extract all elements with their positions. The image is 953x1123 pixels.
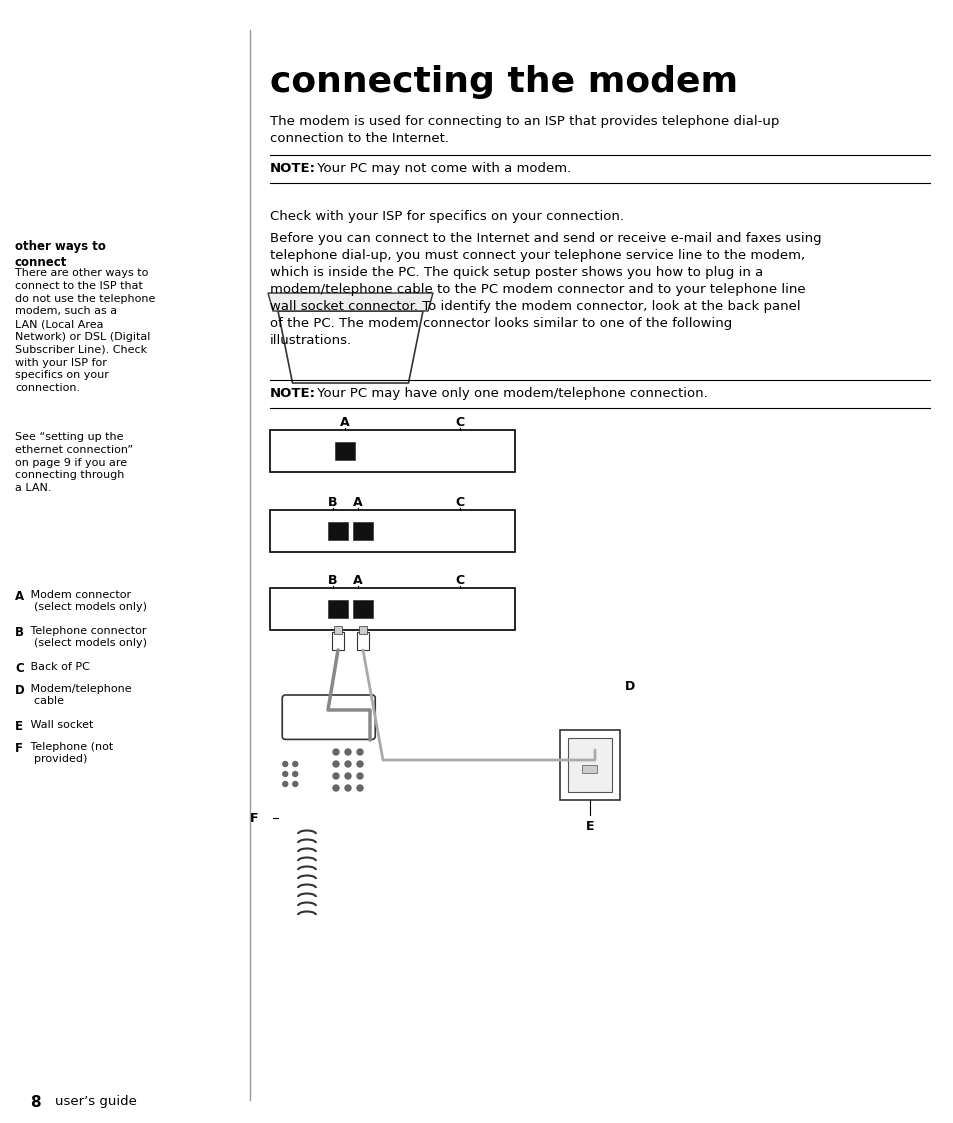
Circle shape	[345, 773, 351, 779]
Bar	[270, 430, 515, 472]
Circle shape	[282, 761, 288, 767]
Text: B: B	[328, 574, 337, 587]
Circle shape	[333, 761, 338, 767]
Polygon shape	[268, 293, 433, 311]
Text: Modem connector
  (select models only): Modem connector (select models only)	[27, 590, 147, 612]
Circle shape	[345, 785, 351, 791]
Bar	[270, 510, 515, 553]
Circle shape	[356, 749, 363, 755]
Text: E: E	[15, 720, 23, 733]
Text: Modem/telephone
  cable: Modem/telephone cable	[27, 684, 132, 706]
Circle shape	[293, 782, 297, 786]
Text: C: C	[455, 496, 464, 509]
Bar	[270, 588, 515, 630]
Bar	[356, 632, 369, 650]
Bar	[328, 600, 348, 618]
Text: Telephone connector
  (select models only): Telephone connector (select models only)	[27, 626, 147, 648]
Text: other ways to
connect: other ways to connect	[15, 240, 106, 270]
Text: A: A	[15, 590, 24, 603]
Text: C: C	[455, 416, 464, 429]
Circle shape	[293, 761, 297, 767]
Text: C: C	[455, 574, 464, 587]
Text: There are other ways to
connect to the ISP that
do not use the telephone
modem, : There are other ways to connect to the I…	[15, 268, 155, 393]
Circle shape	[282, 772, 288, 776]
Bar	[334, 626, 341, 634]
Text: Back of PC: Back of PC	[27, 661, 90, 672]
Text: NOTE:: NOTE:	[270, 387, 315, 400]
Circle shape	[333, 749, 338, 755]
Text: F: F	[15, 742, 23, 755]
Text: B: B	[328, 496, 337, 509]
Bar	[582, 765, 597, 773]
Text: Check with your ISP for specifics on your connection.: Check with your ISP for specifics on you…	[270, 210, 623, 223]
Text: Your PC may have only one modem/telephone connection.: Your PC may have only one modem/telephon…	[313, 387, 707, 400]
Text: Before you can connect to the Internet and send or receive e-mail and faxes usin: Before you can connect to the Internet a…	[270, 232, 821, 347]
Bar	[559, 730, 619, 800]
Text: D: D	[15, 684, 25, 697]
Text: The modem is used for connecting to an ISP that provides telephone dial-up
conne: The modem is used for connecting to an I…	[270, 115, 779, 145]
Bar	[353, 522, 373, 540]
Circle shape	[333, 785, 338, 791]
Text: NOTE:: NOTE:	[270, 162, 315, 175]
Circle shape	[333, 773, 338, 779]
Circle shape	[356, 785, 363, 791]
Circle shape	[345, 761, 351, 767]
Text: A: A	[353, 496, 362, 509]
Text: C: C	[15, 661, 24, 675]
Bar	[353, 600, 373, 618]
Text: F: F	[250, 812, 257, 824]
Text: See “setting up the
ethernet connection”
on page 9 if you are
connecting through: See “setting up the ethernet connection”…	[15, 432, 133, 493]
Text: E: E	[585, 820, 594, 833]
Circle shape	[356, 761, 363, 767]
Text: Wall socket: Wall socket	[27, 720, 93, 730]
Text: D: D	[624, 681, 635, 693]
Bar	[328, 522, 348, 540]
Circle shape	[345, 749, 351, 755]
Bar	[332, 632, 344, 650]
Bar	[567, 738, 612, 792]
FancyBboxPatch shape	[282, 695, 375, 739]
Text: A: A	[353, 574, 362, 587]
Text: Your PC may not come with a modem.: Your PC may not come with a modem.	[313, 162, 571, 175]
Text: B: B	[15, 626, 24, 639]
Circle shape	[282, 782, 288, 786]
Circle shape	[293, 772, 297, 776]
Text: connecting the modem: connecting the modem	[270, 65, 738, 99]
Text: A: A	[340, 416, 350, 429]
Bar	[358, 626, 367, 634]
Text: 8: 8	[30, 1095, 41, 1110]
Bar	[335, 442, 355, 460]
Text: Telephone (not
  provided): Telephone (not provided)	[27, 742, 113, 765]
Polygon shape	[277, 311, 422, 383]
Text: user’s guide: user’s guide	[55, 1095, 136, 1108]
Circle shape	[356, 773, 363, 779]
